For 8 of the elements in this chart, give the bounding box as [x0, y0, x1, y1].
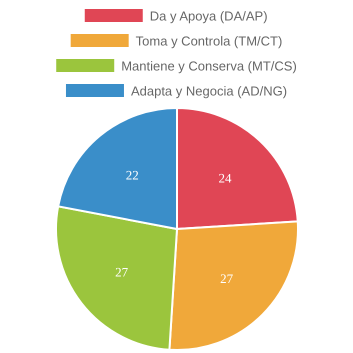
legend-label: Da y Apoya (DA/AP): [150, 8, 268, 24]
legend-label: Adapta y Negocia (AD/NG): [130, 84, 288, 98]
data-label: 22: [126, 167, 139, 182]
legend-label: Mantiene y Conserva (MT/CS): [121, 58, 297, 74]
data-label: 24: [218, 170, 232, 186]
data-label: 27: [220, 271, 234, 286]
legend-label: Toma y Controla (TM/CT): [136, 34, 282, 48]
data-label: 27: [115, 264, 129, 280]
